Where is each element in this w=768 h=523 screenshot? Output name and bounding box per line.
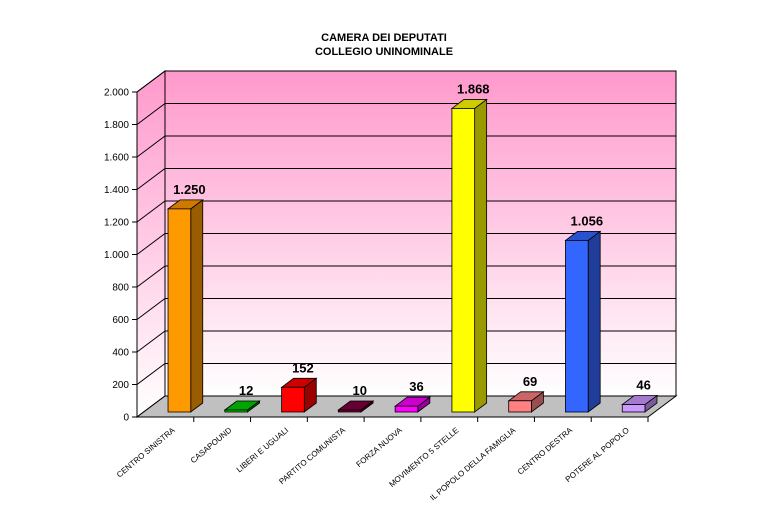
x-tick-label: CENTRO DESTRA — [516, 425, 575, 476]
x-tick-label: LIBERI E UGUALI — [235, 426, 291, 475]
bar-4 — [337, 400, 375, 413]
bar-front — [394, 405, 419, 413]
y-tick-label: 400 — [112, 348, 129, 359]
y-tick-label: 1.400 — [104, 185, 129, 196]
bar-front — [281, 386, 305, 413]
bar-6 — [450, 98, 488, 413]
bar-side — [190, 199, 204, 413]
gridline — [136, 265, 676, 288]
y-tick-label: 1.000 — [104, 250, 129, 261]
bar-front — [565, 239, 589, 413]
bar-front — [621, 404, 646, 413]
y-tick-label: 200 — [112, 380, 129, 391]
gridline — [136, 233, 676, 255]
y-tick-label: 1.200 — [104, 218, 129, 229]
y-tick-label: 800 — [112, 283, 129, 294]
gridline — [136, 103, 676, 125]
y-tick-label: 600 — [112, 315, 129, 326]
data-label: 36 — [409, 379, 423, 394]
data-label: 152 — [292, 360, 314, 375]
data-label: 1.056 — [571, 213, 604, 228]
bar-8 — [564, 230, 602, 413]
x-tick-label: CENTRO SINISTRA — [115, 425, 177, 479]
bar-front — [167, 208, 192, 413]
data-label: 10 — [352, 383, 366, 398]
y-tick-label: 1.600 — [104, 153, 129, 164]
gridline — [136, 298, 676, 320]
data-label: 12 — [239, 383, 253, 398]
bar-3 — [280, 377, 318, 413]
y-tick-label: 1.800 — [104, 120, 129, 131]
gridline — [136, 70, 676, 93]
bar-side — [587, 230, 601, 413]
bar-1 — [166, 199, 204, 413]
bar-front — [451, 108, 476, 413]
data-label: 46 — [636, 378, 650, 393]
gridline — [136, 168, 676, 190]
gridline — [136, 200, 676, 223]
bar-7 — [507, 390, 545, 413]
y-tick-label: 2.000 — [104, 88, 129, 99]
bar-5 — [393, 396, 432, 413]
x-tick-label: POTERE AL POPOLO — [564, 426, 631, 484]
bar-front — [508, 400, 532, 413]
chart-title-line-1: CAMERA DEI DEPUTATI — [321, 32, 447, 44]
bar-front — [337, 409, 362, 413]
gridline — [136, 363, 676, 385]
bar-side — [474, 98, 488, 413]
data-label: 69 — [523, 374, 537, 389]
gridline — [136, 135, 676, 158]
data-label: 1.250 — [173, 182, 206, 197]
y-tick-label: 0 — [123, 413, 129, 424]
x-tick-label: CASAPOUND — [189, 426, 234, 466]
gridline — [136, 330, 676, 353]
x-tick-label: FORZA NUOVA — [355, 425, 405, 469]
bar-2 — [223, 400, 261, 413]
bar-front — [224, 409, 248, 413]
chart-title-line-2: COLLEGIO UNINOMINALE — [314, 46, 454, 58]
bar-9 — [621, 394, 659, 413]
data-label: 1.868 — [457, 81, 490, 96]
